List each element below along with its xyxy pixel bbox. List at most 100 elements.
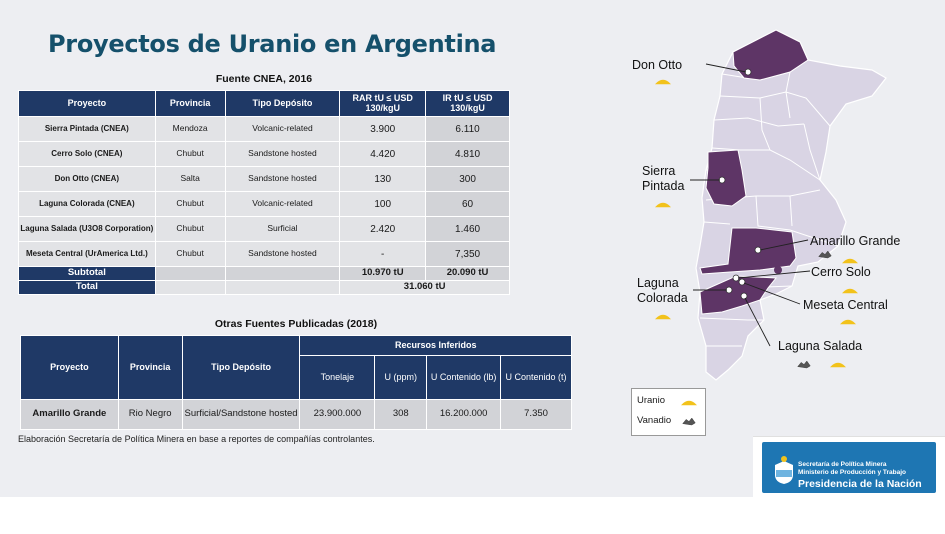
province-rio-negro [699,227,797,275]
table-row: Amarillo Grande Rio Negro Surficial/Sand… [20,399,572,430]
label-meseta-central: Meseta Central [803,298,888,312]
cell-tipo: Sandstone hosted [224,141,341,167]
cell-rar: 3.900 [339,116,427,142]
table2-caption: Otras Fuentes Publicadas (2018) [214,318,378,330]
col-header-u-lb: U Contenido (lb) [426,355,502,400]
cell-proyecto: Amarillo Grande [20,399,119,430]
cell-proyecto: Sierra Pintada (CNEA) [18,116,156,142]
cell-u-t: 7.350 [500,399,572,430]
cell-ir: 60 [425,191,510,217]
leader-meseta-central [743,282,801,305]
subtotal-empty-cell [224,266,341,281]
table-row: Don Otto (CNEA) Salta Sandstone hosted 1… [18,166,510,192]
cell-provincia: Mendoza [154,116,226,142]
cell-tipo: Sandstone hosted [224,166,341,192]
col-header-provincia: Provincia [154,90,226,117]
logo-line-2: Ministerio de Producción y Trabajo [798,469,906,476]
cell-ir: 7,350 [425,241,510,267]
cell-ir: 300 [425,166,510,192]
cell-ir: 1.460 [425,216,510,242]
uranio-marker [842,288,858,294]
cell-tipo: Volcanic-related [224,116,341,142]
label-laguna-salada: Laguna Salada [778,339,863,353]
cell-proyecto: Cerro Solo (CNEA) [18,141,156,167]
legend-uranio-label: Uranio [637,395,665,406]
leader-amarillo-grande [759,239,809,251]
uranio-marker [655,314,671,320]
table-row: Meseta Central (UrAmerica Ltd.) Chubut S… [18,241,510,267]
label-sierra-pintada-line1: Sierra [642,164,676,178]
cell-u-ppm: 308 [374,399,428,430]
cell-tipo: Volcanic-related [224,191,341,217]
subtotal-empty-cell [154,266,226,281]
page-title: Proyectos de Uranio en Argentina [48,30,497,58]
legend-uranio-icon [681,400,697,406]
table-subheader-row: Tonelaje U (ppm) U Contenido (lb) U Cont… [21,355,572,400]
table1-caption: Fuente CNEA, 2016 [215,73,313,85]
col-header-u-t: U Contenido (t) [500,355,572,400]
subtotal-label: Subtotal [18,266,156,281]
vanadio-marker [797,360,811,369]
uranio-marker [842,258,858,264]
table-header-row: Proyecto Provincia Tipo Depósito Recurso… [20,335,572,400]
col-header-ir: IR tU ≤ USD 130/kgU [425,90,510,117]
total-empty-cell [154,280,226,295]
province-mendoza [705,149,747,207]
label-cerro-solo: Cerro Solo [811,265,871,279]
subtotal-ir: 20.090 tU [425,266,510,281]
table-header-row: Proyecto Provincia Tipo Depósito RAR tU … [18,90,510,117]
col-header-tipo: Tipo Depósito [224,90,341,117]
cell-rar: - [339,241,427,267]
leader-cerro-solo [737,270,811,279]
dot-meseta-central [738,278,746,286]
cell-provincia: Chubut [154,191,226,217]
leader-don-otto [705,63,747,73]
argentina-map [655,29,887,381]
cell-tonelaje: 23.900.000 [299,399,376,430]
uranio-marker [655,202,671,208]
label-sierra-pintada-line2: Pintada [642,179,685,193]
cell-proyecto: Meseta Central (UrAmerica Ltd.) [18,241,156,267]
cell-tipo: Sandstone hosted [224,241,341,267]
logo-line-1: Secretaría de Política Minera [798,461,887,468]
total-empty-cell [224,280,341,295]
map-legend: Uranio Vanadio [631,388,706,436]
col-header-provincia: Provincia [117,335,183,400]
cell-provincia: Rio Negro [117,399,183,430]
source-footnote: Elaboración Secretaría de Política Miner… [18,434,375,444]
table-row: Laguna Colorada (CNEA) Chubut Volcanic-r… [18,191,510,217]
legend-vanadio-label: Vanadio [637,415,672,426]
coat-of-arms-icon [775,456,793,484]
total-label: Total [18,280,156,295]
cell-rar: 2.420 [339,216,427,242]
cell-provincia: Chubut [154,216,226,242]
leader-lines [690,63,811,347]
cell-proyecto: Don Otto (CNEA) [18,166,156,192]
col-header-tonelaje: Tonelaje [299,355,376,400]
table-row: Laguna Salada (U3O8 Corporation) Chubut … [18,216,510,242]
table-row: Sierra Pintada (CNEA) Mendoza Volcanic-r… [18,116,510,142]
total-row: Total 31.060 tU [18,280,510,295]
col-header-proyecto: Proyecto [20,335,119,400]
legend-vanadio-icon [682,417,696,426]
subtotal-row: Subtotal 10.970 tU 20.090 tU [18,266,510,281]
dot-laguna-salada [740,292,748,300]
cell-ir: 6.110 [425,116,510,142]
label-laguna-colorada-line1: Laguna [637,276,679,290]
label-don-otto: Don Otto [632,58,683,72]
col-header-rar: RAR tU ≤ USD 130/kgU [339,90,427,117]
col-header-proyecto: Proyecto [18,90,156,117]
cell-rar: 100 [339,191,427,217]
subtotal-rar: 10.970 tU [339,266,427,281]
label-laguna-colorada-line2: Colorada [637,291,688,305]
uranio-marker [840,319,856,325]
col-header-u-ppm: U (ppm) [374,355,428,400]
cell-ir: 4.810 [425,141,510,167]
col-header-tipo: Tipo Depósito [181,335,301,400]
uranio-marker [655,79,671,85]
cell-rar: 130 [339,166,427,192]
cell-proyecto: Laguna Salada (U3O8 Corporation) [18,216,156,242]
cnea-table: Proyecto Provincia Tipo Depósito RAR tU … [18,90,510,295]
cell-provincia: Chubut [154,141,226,167]
total-value: 31.060 tU [339,280,510,295]
